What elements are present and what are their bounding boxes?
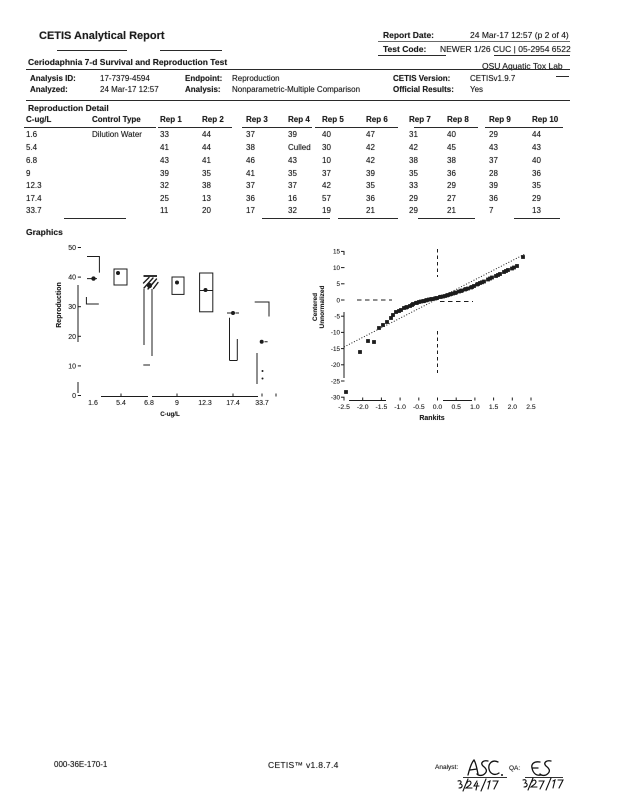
svg-text:12.3: 12.3 bbox=[198, 400, 212, 407]
svg-text:0: 0 bbox=[72, 393, 76, 400]
svg-text:-30: -30 bbox=[331, 395, 341, 402]
svg-text:1.5: 1.5 bbox=[489, 404, 499, 411]
svg-text:-2.0: -2.0 bbox=[357, 404, 369, 411]
svg-text:1.6: 1.6 bbox=[88, 400, 98, 407]
svg-text:5: 5 bbox=[336, 281, 340, 288]
svg-text:-1.0: -1.0 bbox=[394, 404, 406, 411]
svg-text:-0.5: -0.5 bbox=[413, 404, 425, 411]
svg-text:50: 50 bbox=[68, 245, 76, 252]
svg-text:1.0: 1.0 bbox=[470, 404, 480, 411]
svg-text:-25: -25 bbox=[331, 378, 341, 385]
svg-text:0: 0 bbox=[336, 297, 340, 304]
svg-text:-2.5: -2.5 bbox=[338, 404, 350, 411]
svg-text:10: 10 bbox=[333, 265, 341, 272]
svg-text:9: 9 bbox=[175, 400, 179, 407]
svg-text:Unnormalized: Unnormalized bbox=[319, 285, 326, 328]
svg-text:-10: -10 bbox=[331, 330, 341, 337]
svg-text:0.5: 0.5 bbox=[451, 404, 461, 411]
svg-text:15: 15 bbox=[333, 249, 341, 256]
svg-text:-1.5: -1.5 bbox=[376, 404, 388, 411]
svg-text:6.8: 6.8 bbox=[144, 400, 154, 407]
svg-text:17.4: 17.4 bbox=[226, 400, 240, 407]
svg-text:30: 30 bbox=[68, 304, 76, 311]
svg-text:2.0: 2.0 bbox=[508, 404, 518, 411]
svg-text:Centered: Centered bbox=[312, 293, 319, 321]
svg-text:5.4: 5.4 bbox=[116, 400, 126, 407]
svg-text:20: 20 bbox=[68, 334, 76, 341]
svg-text:0.0: 0.0 bbox=[433, 404, 443, 411]
svg-text:-15: -15 bbox=[331, 346, 341, 353]
svg-text:Reproduction: Reproduction bbox=[56, 282, 63, 328]
svg-text:-20: -20 bbox=[331, 362, 341, 369]
svg-text:-5: -5 bbox=[334, 314, 340, 321]
svg-text:10: 10 bbox=[68, 363, 76, 370]
svg-text:Rankits: Rankits bbox=[419, 415, 444, 422]
svg-text:33.7: 33.7 bbox=[255, 400, 269, 407]
svg-text:C-ug/L: C-ug/L bbox=[160, 411, 180, 418]
svg-text:2.5: 2.5 bbox=[526, 404, 536, 411]
svg-text:40: 40 bbox=[68, 275, 76, 282]
